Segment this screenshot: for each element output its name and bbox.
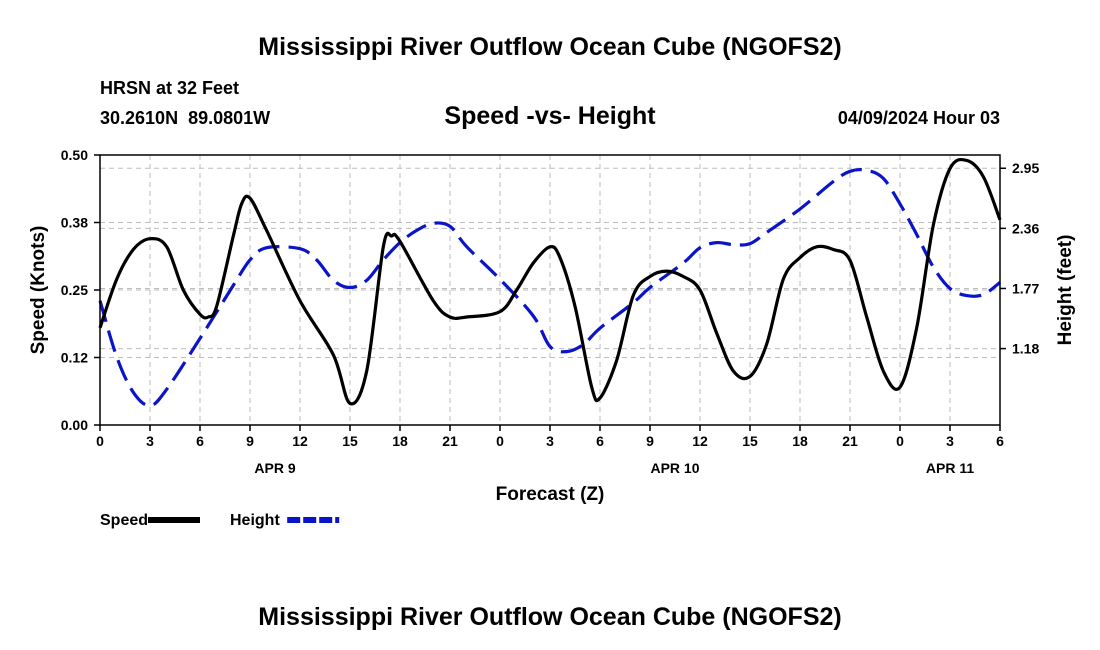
x-tick-label: 6 bbox=[996, 433, 1004, 449]
chart-title: Mississippi River Outflow Ocean Cube (NG… bbox=[258, 33, 841, 61]
y-right-tick-label: 2.36 bbox=[1012, 220, 1039, 236]
date-tick-label: APR 11 bbox=[926, 460, 974, 476]
x-tick-label: 0 bbox=[96, 433, 104, 449]
x-tick-label: 6 bbox=[596, 433, 604, 449]
y-tick-label: 0.50 bbox=[61, 147, 88, 163]
x-tick-label: 18 bbox=[392, 433, 408, 449]
series-height-line bbox=[98, 167, 1001, 408]
legend: Speed Height bbox=[100, 512, 340, 529]
y-tick-label: 0.00 bbox=[61, 417, 88, 433]
x-tick-label: 9 bbox=[246, 433, 254, 449]
x-tick-label: 3 bbox=[546, 433, 554, 449]
station-label: HRSN at 32 Feet bbox=[100, 78, 239, 98]
y-tick-label: 0.25 bbox=[61, 282, 88, 298]
x-axis-label: Forecast (Z) bbox=[496, 484, 605, 505]
y-tick-label: 0.38 bbox=[61, 215, 88, 231]
y-right-tick-label: 2.95 bbox=[1012, 160, 1039, 176]
y-right-tick-label: 1.18 bbox=[1012, 341, 1039, 357]
y-axis-label-right: Height (feet) bbox=[1055, 235, 1076, 346]
x-tick-label: 21 bbox=[442, 433, 458, 449]
axis-ticks: 0 3 6 9 12 15 18 21 0 3 6 9 12 15 18 21 0 3 6 APR 9 APR 10 AP… bbox=[61, 147, 1040, 476]
x-tick-label: 15 bbox=[742, 433, 758, 449]
station-coords: 30.2610N 89.0801W bbox=[100, 108, 270, 128]
x-tick-label: 3 bbox=[146, 433, 154, 449]
x-tick-label: 21 bbox=[842, 433, 858, 449]
legend-label-height: Height bbox=[230, 512, 280, 529]
legend-label-speed: Speed bbox=[100, 512, 148, 529]
x-tick-label: 12 bbox=[692, 433, 708, 449]
grid-lines bbox=[100, 154, 1000, 425]
series-speed-line bbox=[98, 157, 1002, 406]
chart-subtitle: Speed -vs- Height bbox=[444, 102, 656, 130]
x-tick-label: 0 bbox=[496, 433, 504, 449]
date-label: 04/09/2024 Hour 03 bbox=[838, 108, 1000, 128]
x-tick-label: 12 bbox=[292, 433, 308, 449]
y-axis-label: Speed (Knots) bbox=[28, 226, 49, 355]
x-tick-label: 6 bbox=[196, 433, 204, 449]
x-tick-label: 3 bbox=[946, 433, 954, 449]
y-right-tick-label: 1.77 bbox=[1012, 280, 1039, 296]
series-layer bbox=[98, 157, 1002, 408]
date-tick-label: APR 9 bbox=[254, 460, 295, 476]
x-tick-label: 18 bbox=[792, 433, 808, 449]
x-tick-label: 15 bbox=[342, 433, 358, 449]
x-tick-label: 9 bbox=[646, 433, 654, 449]
chart-title-bottom: Mississippi River Outflow Ocean Cube (NG… bbox=[258, 603, 841, 631]
x-tick-label: 0 bbox=[896, 433, 904, 449]
y-tick-label: 0.12 bbox=[61, 350, 88, 366]
date-tick-label: APR 10 bbox=[650, 460, 699, 476]
